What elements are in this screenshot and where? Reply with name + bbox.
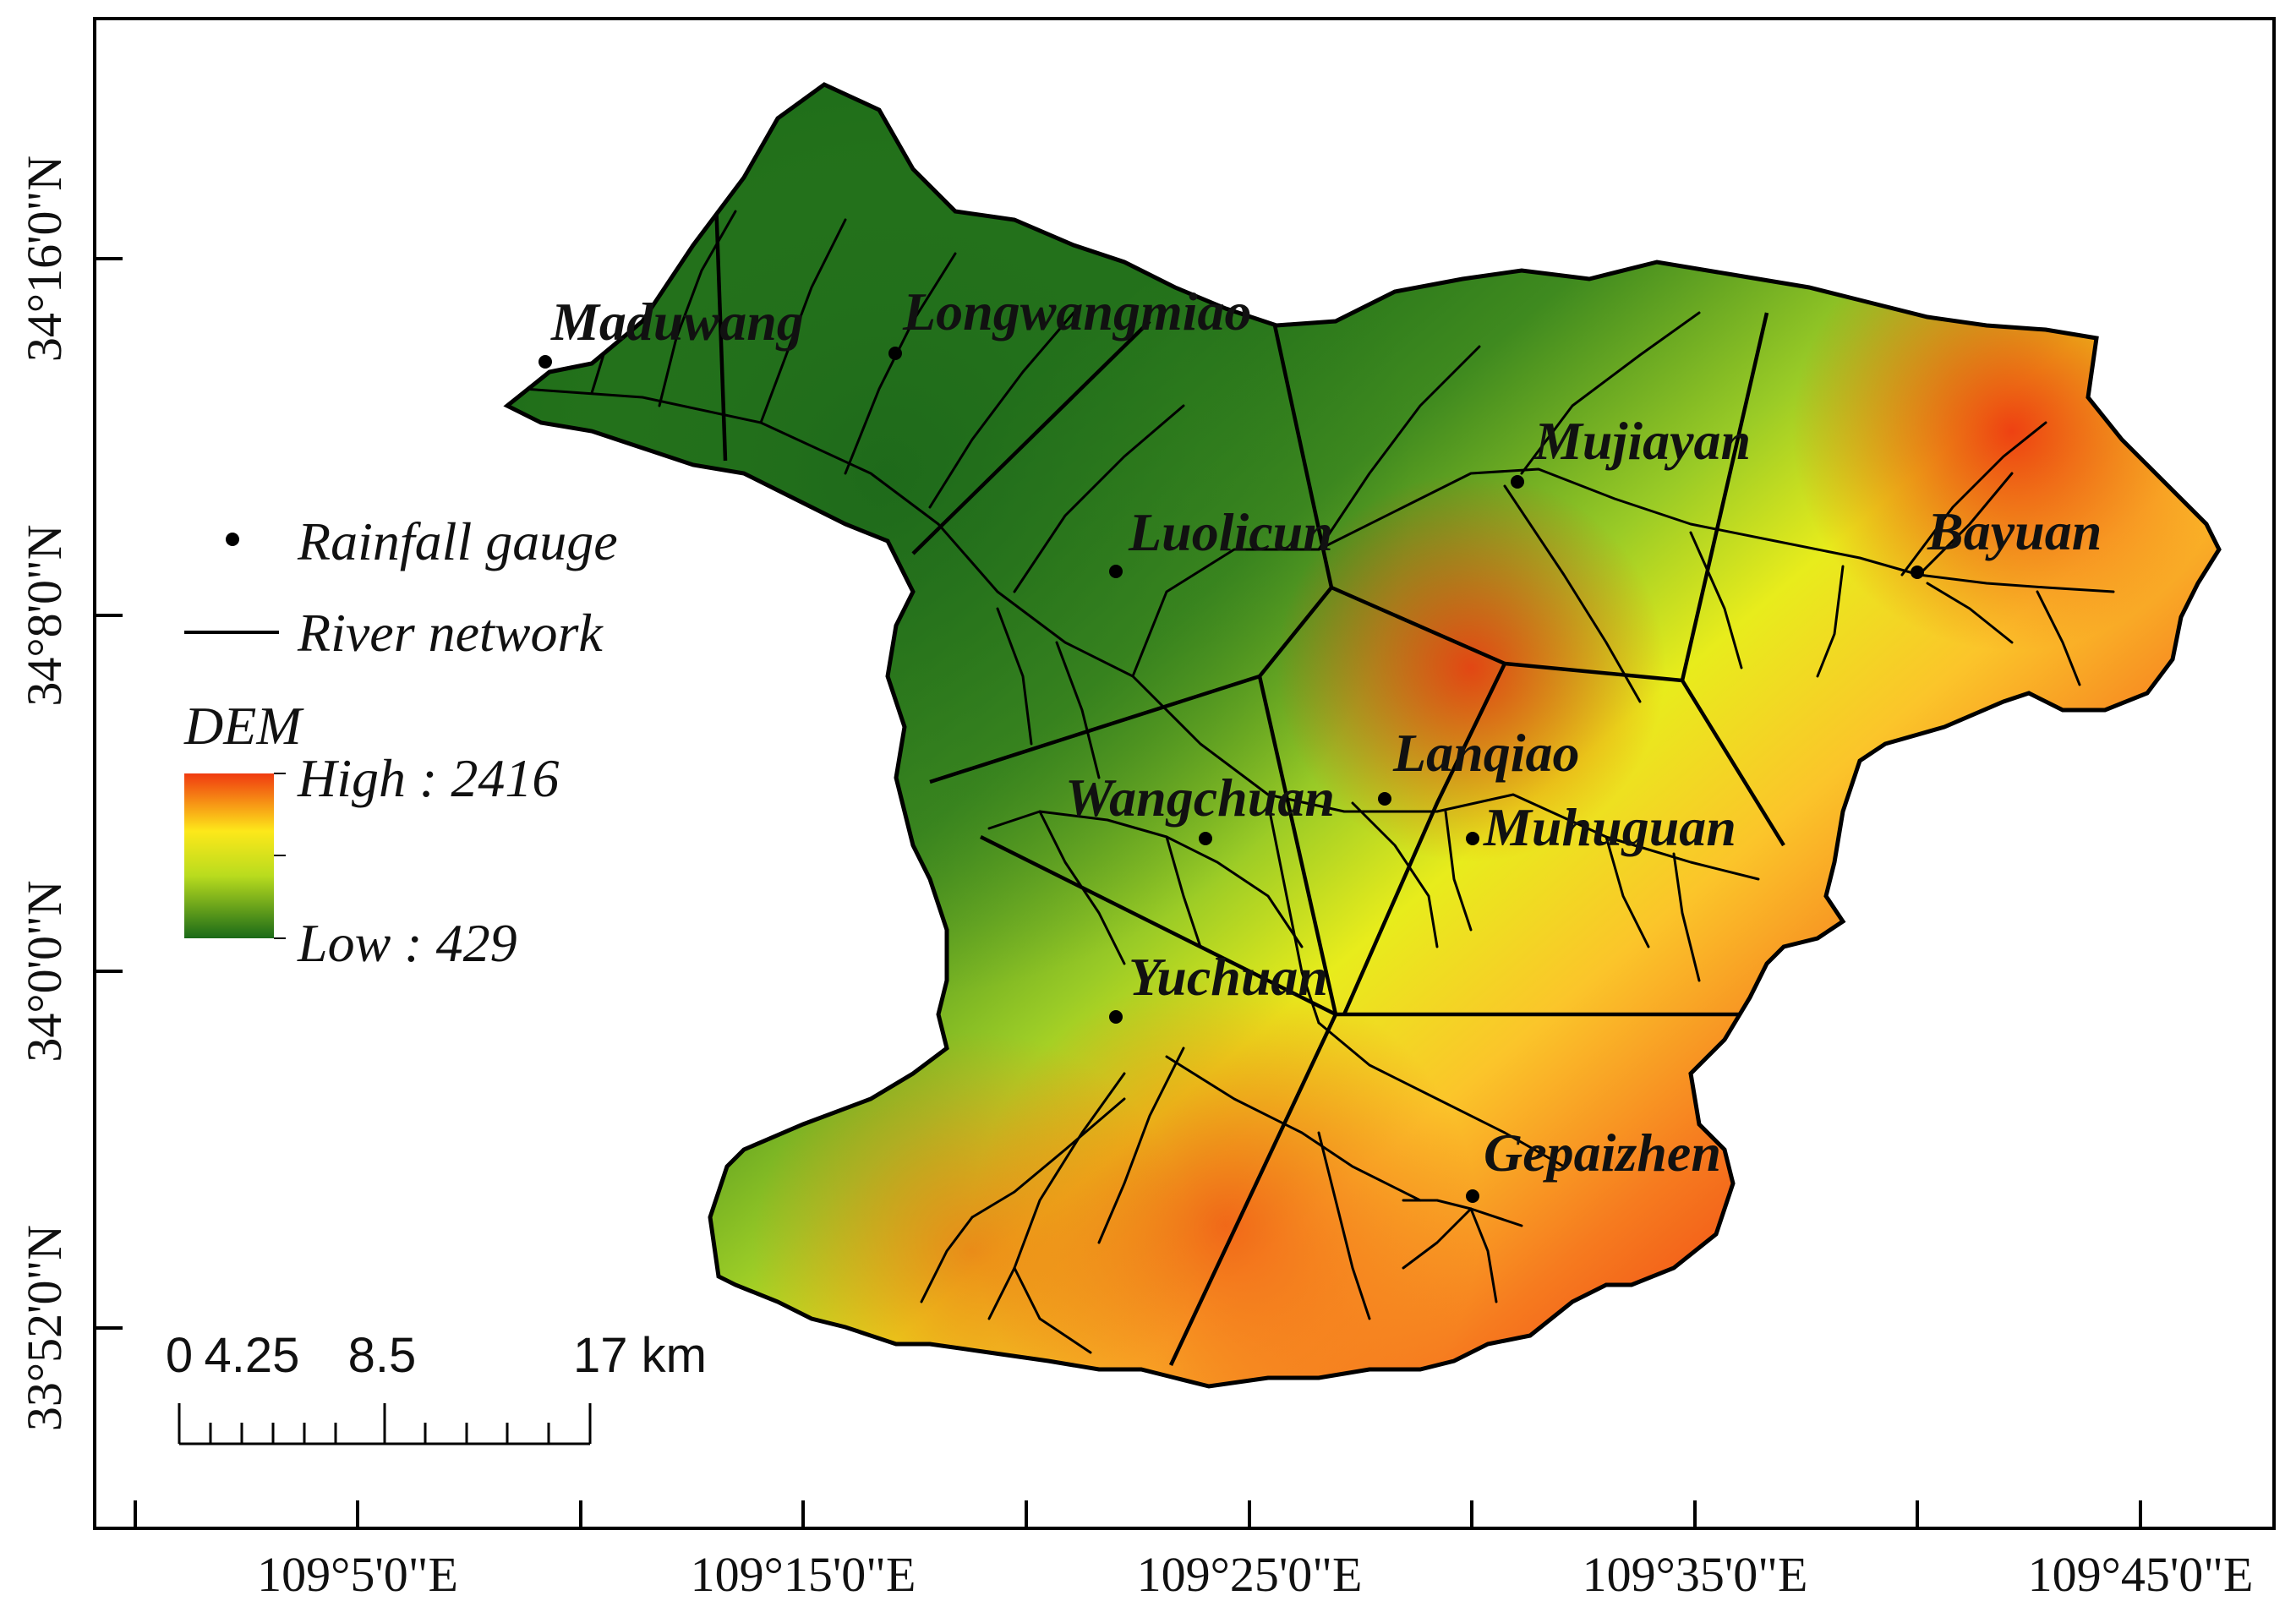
gauge-mujiayan — [1511, 475, 1524, 489]
station-label-luolicun: Luolicun — [1128, 502, 1333, 562]
gauge-bayuan — [1911, 566, 1924, 579]
scale-label: 8.5 — [348, 1328, 417, 1383]
legend-dem-high: High : 2416 — [297, 748, 559, 808]
gauge-wangchuan — [1199, 832, 1212, 845]
y-tick-label: 34°16'0"N — [17, 156, 72, 362]
legend-river-label: River network — [297, 603, 604, 663]
x-tick-label: 109°45'0"E — [2028, 1547, 2254, 1602]
gauge-yuchuan — [1109, 1010, 1123, 1024]
scale-label: 4.25 — [205, 1328, 300, 1383]
y-tick-label: 34°8'0"N — [17, 524, 72, 706]
scale-bar: 0 4.25 8.5 17 km — [166, 1328, 707, 1445]
legend-gauge-symbol — [226, 533, 239, 546]
x-tick-label: 109°25'0"E — [1137, 1547, 1363, 1602]
y-axis — [95, 257, 123, 1330]
thiessen-polygons — [712, 151, 1785, 1366]
x-tick-label: 109°5'0"E — [257, 1547, 458, 1602]
gauge-gepaizhen — [1466, 1189, 1479, 1203]
legend-dem-low: Low : 429 — [297, 913, 517, 973]
x-axis — [134, 1500, 2142, 1528]
gauge-muhuguan — [1466, 832, 1479, 845]
station-label-gepaizhen: Gepaizhen — [1484, 1123, 1721, 1183]
legend-dem-title: DEM — [183, 696, 304, 756]
x-tick-label: 109°35'0"E — [1583, 1547, 1808, 1602]
x-tick-label: 109°15'0"E — [691, 1547, 916, 1602]
station-label-wangchuan: Wangchuan — [1065, 768, 1335, 828]
station-label-muhuguan: Muhuguan — [1483, 797, 1736, 857]
scale-label: 0 — [166, 1328, 193, 1383]
station-labels: Maduwang Longwangmiao Mujiayan Luolicun … — [550, 281, 2102, 1183]
river-network — [522, 210, 2115, 1354]
gauge-lanqiao — [1378, 792, 1391, 806]
y-tick-labels: 34°16'0"N 34°8'0"N 34°0'0"N 33°52'0"N — [17, 156, 72, 1431]
x-tick-labels: 109°5'0"E 109°15'0"E 109°25'0"E 109°35'0… — [257, 1547, 2253, 1602]
gauge-maduwang — [538, 355, 552, 369]
scale-label: 17 km — [573, 1328, 707, 1383]
station-label-maduwang: Maduwang — [550, 292, 804, 352]
gauge-longwangmiao — [888, 347, 902, 360]
legend: Rainfall gauge River network DEM High : … — [183, 511, 618, 973]
station-label-yuchuan: Yuchuan — [1129, 947, 1328, 1007]
station-label-lanqiao: Lanqiao — [1392, 723, 1579, 783]
legend-gauge-label: Rainfall gauge — [297, 511, 618, 571]
gauge-luolicun — [1109, 565, 1123, 578]
y-tick-label: 33°52'0"N — [17, 1225, 72, 1431]
station-label-mujiayan: Mujiayan — [1533, 411, 1751, 471]
legend-dem-ramp — [184, 773, 274, 938]
station-label-bayuan: Bayuan — [1927, 501, 2102, 561]
rainfall-gauges — [538, 347, 1924, 1203]
y-tick-label: 34°0'0"N — [17, 880, 72, 1062]
station-label-longwangmiao: Longwangmiao — [902, 281, 1252, 342]
